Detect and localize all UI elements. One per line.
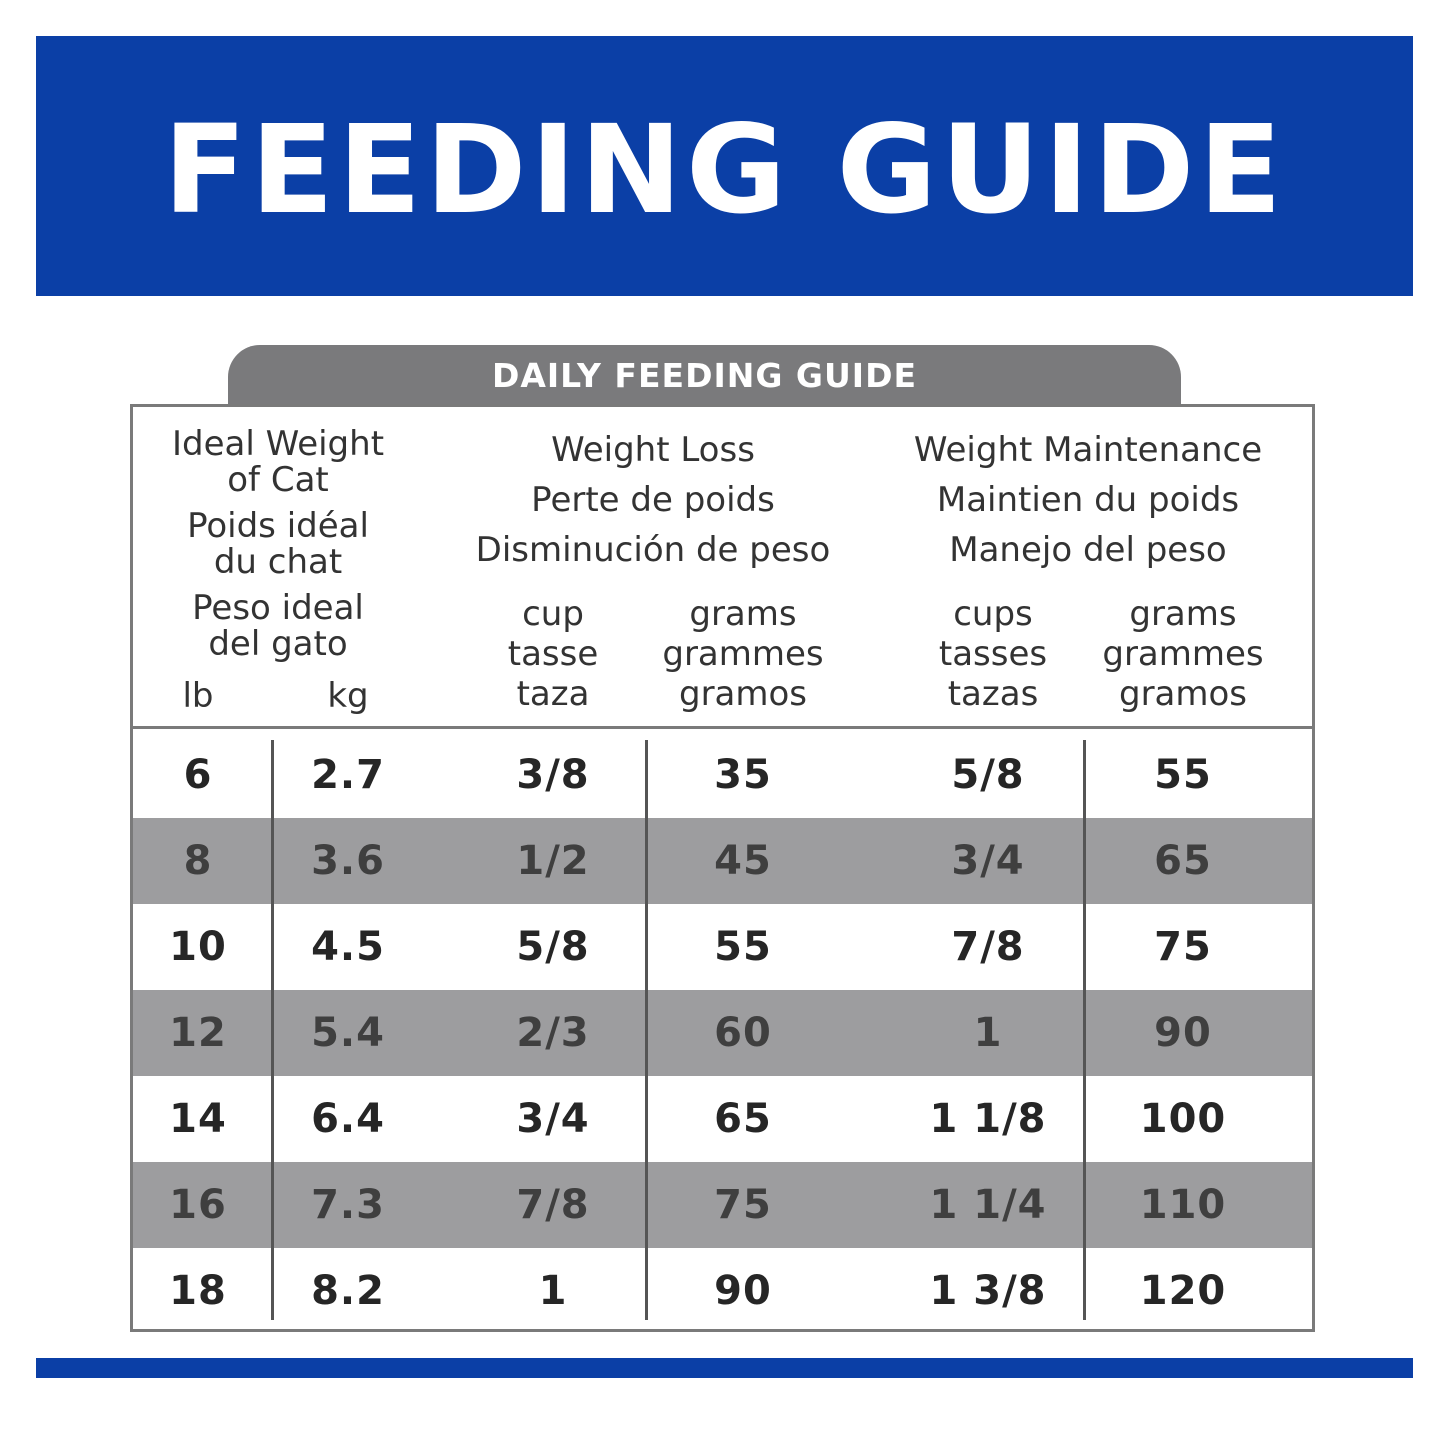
cell-loss-grams: 45 — [714, 838, 772, 884]
table-row: 8 3.6 1/2 45 3/4 65 — [133, 818, 1312, 904]
header-loss-cup-es: taza — [516, 674, 590, 714]
cell-loss-grams: 60 — [714, 1010, 772, 1056]
header-maint-en: Weight Maintenance — [913, 430, 1263, 470]
header-loss-cup-fr: tasse — [507, 634, 599, 674]
cell-maint-cup: 5/8 — [951, 752, 1025, 798]
cell-lb: 8 — [183, 838, 213, 884]
bottom-accent-bar — [36, 1358, 1413, 1378]
cell-maint-grams: 90 — [1154, 1010, 1212, 1056]
header-loss-cup-en: cup — [522, 594, 584, 634]
cell-maint-cup: 1 1/4 — [929, 1182, 1047, 1228]
cell-lb: 10 — [169, 924, 227, 970]
column-divider — [271, 740, 274, 1320]
cell-loss-cup: 3/4 — [516, 1096, 590, 1142]
header-weight-en-1: Ideal Weight — [171, 424, 385, 464]
cell-loss-grams: 65 — [714, 1096, 772, 1142]
cell-maint-cup: 1 1/8 — [929, 1096, 1047, 1142]
table-tab: DAILY FEEDING GUIDE — [228, 345, 1181, 405]
header-loss-grams-en: grams — [689, 594, 797, 634]
page-title: FEEDING GUIDE — [163, 99, 1286, 241]
header-weight-fr-2: du chat — [213, 542, 343, 582]
cell-loss-grams: 35 — [714, 752, 772, 798]
cell-loss-cup: 3/8 — [516, 752, 590, 798]
cell-loss-grams: 90 — [714, 1268, 772, 1314]
cell-lb: 18 — [169, 1268, 227, 1314]
cell-kg: 3.6 — [311, 838, 385, 884]
cell-lb: 16 — [169, 1182, 227, 1228]
cell-lb: 6 — [183, 752, 213, 798]
cell-maint-cup: 7/8 — [951, 924, 1025, 970]
cell-maint-grams: 100 — [1139, 1096, 1227, 1142]
header-weight-es-1: Peso ideal — [192, 588, 364, 628]
header-weight-fr-1: Poids idéal — [187, 506, 369, 546]
table-tab-label: DAILY FEEDING GUIDE — [491, 355, 918, 395]
cell-maint-grams: 120 — [1139, 1268, 1227, 1314]
cell-maint-cup: 1 3/8 — [929, 1268, 1047, 1314]
table-row: 18 8.2 1 90 1 3/8 120 — [133, 1248, 1312, 1334]
cell-maint-grams: 110 — [1139, 1182, 1227, 1228]
header-lb: lb — [182, 676, 214, 716]
cell-kg: 2.7 — [311, 752, 385, 798]
header-maint-grams-es: gramos — [1118, 674, 1248, 714]
cell-kg: 4.5 — [311, 924, 385, 970]
header-loss-en: Weight Loss — [551, 430, 755, 470]
cell-loss-cup: 2/3 — [516, 1010, 590, 1056]
cell-maint-grams: 75 — [1154, 924, 1212, 970]
cell-lb: 12 — [169, 1010, 227, 1056]
header-weight-es-2: del gato — [208, 624, 348, 664]
cell-maint-grams: 65 — [1154, 838, 1212, 884]
table-header: Ideal Weight of Cat Poids idéal du chat … — [133, 407, 1312, 729]
header-maint-grams-en: grams — [1129, 594, 1237, 634]
header-maint-cups-es: tazas — [947, 674, 1039, 714]
cell-maint-cup: 1 — [973, 1010, 1003, 1056]
table-row: 16 7.3 7/8 75 1 1/4 110 — [133, 1162, 1312, 1248]
header-loss-grams-es: gramos — [678, 674, 808, 714]
cell-maint-cup: 3/4 — [951, 838, 1025, 884]
header-maint-grams-fr: grammes — [1102, 634, 1264, 674]
cell-loss-cup: 5/8 — [516, 924, 590, 970]
cell-loss-grams: 55 — [714, 924, 772, 970]
header-maint-es: Manejo del peso — [949, 530, 1227, 570]
header-maint-fr: Maintien du poids — [936, 480, 1240, 520]
cell-kg: 7.3 — [311, 1182, 385, 1228]
feeding-table: Ideal Weight of Cat Poids idéal du chat … — [130, 404, 1315, 1332]
header-loss-es: Disminución de peso — [475, 530, 831, 570]
header-weight-en-2: of Cat — [227, 460, 329, 500]
header-maint-cups-en: cups — [953, 594, 1033, 634]
cell-kg: 8.2 — [311, 1268, 385, 1314]
cell-loss-cup: 1 — [538, 1268, 568, 1314]
title-banner: FEEDING GUIDE — [36, 36, 1413, 296]
cell-loss-grams: 75 — [714, 1182, 772, 1228]
header-loss-grams-fr: grammes — [662, 634, 824, 674]
cell-maint-grams: 55 — [1154, 752, 1212, 798]
cell-lb: 14 — [169, 1096, 227, 1142]
table-row: 6 2.7 3/8 35 5/8 55 — [133, 732, 1312, 818]
column-divider — [1083, 740, 1086, 1320]
cell-loss-cup: 1/2 — [516, 838, 590, 884]
cell-kg: 5.4 — [311, 1010, 385, 1056]
table-row: 14 6.4 3/4 65 1 1/8 100 — [133, 1076, 1312, 1162]
header-maint-cups-fr: tasses — [938, 634, 1048, 674]
cell-kg: 6.4 — [311, 1096, 385, 1142]
header-kg: kg — [327, 676, 369, 716]
cell-loss-cup: 7/8 — [516, 1182, 590, 1228]
table-row: 10 4.5 5/8 55 7/8 75 — [133, 904, 1312, 990]
header-loss-fr: Perte de poids — [531, 480, 775, 520]
table-row: 12 5.4 2/3 60 1 90 — [133, 990, 1312, 1076]
column-divider — [645, 740, 648, 1320]
